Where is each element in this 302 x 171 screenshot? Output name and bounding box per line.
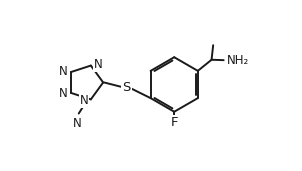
Text: S: S xyxy=(122,81,130,94)
Text: F: F xyxy=(170,116,178,129)
Text: N: N xyxy=(94,58,103,71)
Text: NH₂: NH₂ xyxy=(227,54,249,67)
Text: N: N xyxy=(80,94,88,107)
Text: N: N xyxy=(73,116,82,130)
Text: N: N xyxy=(59,87,67,100)
Text: N: N xyxy=(59,65,67,78)
